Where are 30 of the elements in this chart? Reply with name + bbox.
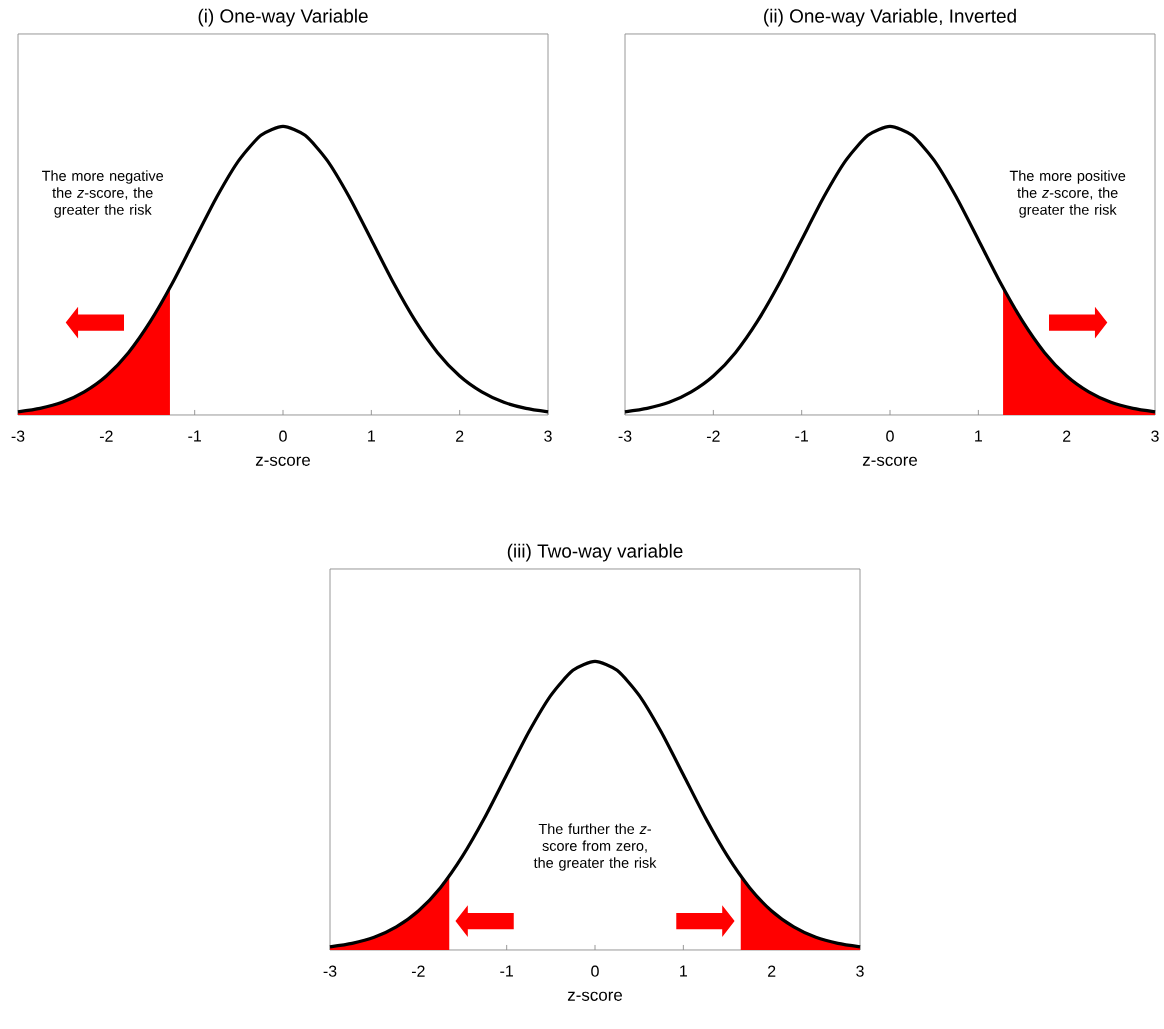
x-tick-label: 2: [768, 965, 776, 977]
annotation: The more negative the z-score, the greater the risk: [42, 170, 164, 218]
x-tick-label: -1: [500, 965, 513, 977]
x-tick-label: 2: [456, 430, 464, 442]
x-tick-label: 3: [544, 430, 552, 442]
chart-title: (iii) Two-way variable: [507, 543, 683, 562]
x-tick-label: -3: [618, 430, 632, 442]
x-axis-title: z-score: [862, 456, 918, 466]
annotation: The more positive the z-score, the greater the risk: [1009, 170, 1126, 218]
x-tick-label: 3: [856, 965, 864, 977]
x-tick-label: 1: [680, 965, 687, 977]
x-tick-label: 1: [975, 430, 982, 442]
x-tick-label: 0: [591, 965, 599, 977]
x-tick-label: 0: [886, 430, 894, 442]
x-tick-label: -3: [323, 965, 337, 977]
x-tick-label: 3: [1151, 430, 1159, 442]
x-tick-label: -2: [706, 430, 720, 442]
x-tick-label: 1: [368, 430, 375, 442]
x-tick-label: -1: [795, 430, 808, 442]
x-axis-title: z-score: [255, 456, 311, 466]
x-tick-label: 0: [279, 430, 287, 442]
x-tick-label: 2: [1063, 430, 1071, 442]
chart-title: (ii) One-way Variable, Inverted: [764, 8, 1016, 27]
annotation: The further the z-score from zero, the greater the risk: [533, 823, 657, 871]
x-axis-title: z-score: [567, 991, 623, 1001]
x-tick-label: -2: [99, 430, 113, 442]
x-tick-label: -3: [11, 430, 25, 442]
chart-title: (i) One-way Variable: [198, 8, 368, 27]
x-tick-label: -2: [411, 965, 425, 977]
x-tick-label: -1: [188, 430, 201, 442]
